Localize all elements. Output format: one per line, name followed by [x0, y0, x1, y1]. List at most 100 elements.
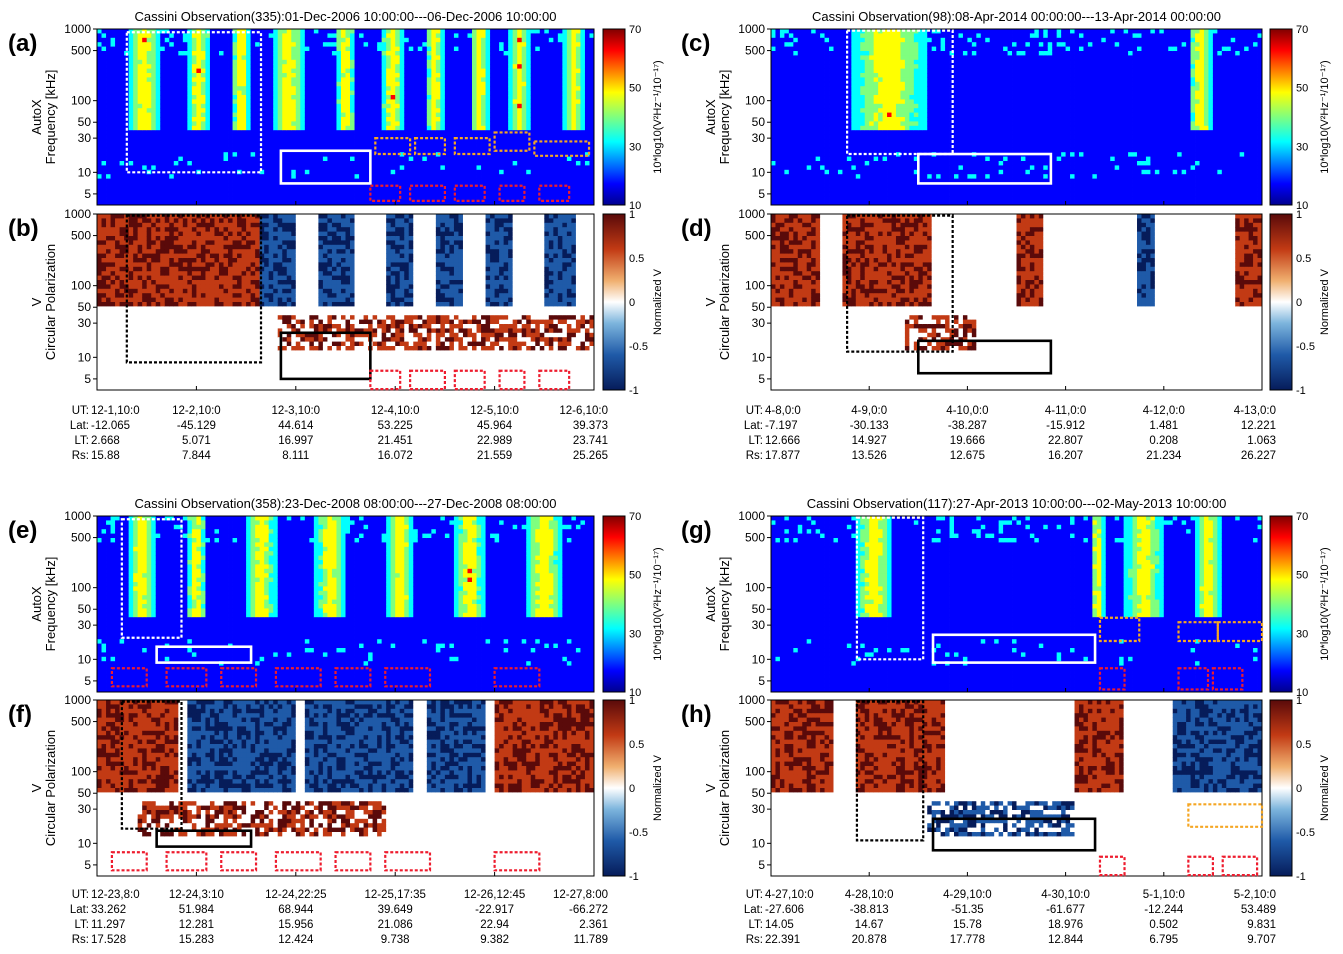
y-axis-label: V	[29, 297, 44, 306]
y-axis-label: AutoX	[29, 586, 44, 622]
ephemeris-value: 9.707	[1247, 934, 1276, 946]
ephemeris-value: 12.844	[1048, 934, 1084, 946]
ephemeris-value: 4-8,0:0	[765, 405, 801, 417]
y-tick-label: 1000	[738, 22, 765, 36]
colorbar-label: 10*log10(V²Hz⁻¹/10⁻¹⁷)	[1319, 547, 1331, 660]
ephemeris-value: 12-1,10:0	[91, 405, 140, 417]
ephemeris-value: 12.221	[1241, 420, 1276, 432]
y-tick-label: 100	[71, 581, 91, 595]
ephemeris-value: 21.559	[477, 450, 512, 462]
ephemeris-value: 12-26,12:45	[464, 889, 525, 901]
y-tick-label: 30	[752, 316, 766, 330]
colorbar-tick: 70	[1296, 511, 1308, 523]
y-tick-label: 5	[758, 858, 765, 872]
y-tick-label: 5	[84, 858, 91, 872]
colorbar-label: Normalized V	[652, 268, 664, 335]
ephemeris-value: 44.614	[278, 420, 314, 432]
ephemeris-value: 1.481	[1149, 420, 1178, 432]
ephemeris-value: 16.207	[1048, 450, 1083, 462]
y-tick-label: 5	[84, 187, 91, 201]
colorbar-tick: 30	[629, 141, 641, 153]
ephemeris-value: 53.489	[1241, 904, 1276, 916]
colorbar-label: Normalized V	[652, 754, 664, 821]
y-tick-label: 100	[745, 94, 765, 108]
ephemeris-value: 22.391	[765, 934, 800, 946]
y-tick-label: 10	[78, 836, 92, 850]
ephemeris-value: 15.956	[278, 919, 313, 931]
ephemeris-value: -12.065	[91, 420, 130, 432]
y-tick-label: 30	[78, 618, 92, 632]
colorbar-tick: 0	[629, 297, 635, 309]
ephemeris-value: 12-6,10:0	[559, 405, 608, 417]
colorbar-label: Normalized V	[1319, 268, 1331, 335]
colorbar-tick: 50	[629, 570, 641, 582]
pol-colorbar-c_d	[1270, 214, 1292, 390]
ephemeris-value: 7.844	[182, 450, 211, 462]
ephemeris-row-label: Rs:	[746, 450, 763, 462]
colorbar-label: Normalized V	[1319, 754, 1331, 821]
ephemeris-value: -45.129	[177, 420, 216, 432]
ephemeris-value: 4-28,10:0	[845, 889, 894, 901]
spectrogram-heatmap	[97, 516, 594, 692]
y-tick-label: 500	[71, 715, 91, 729]
y-tick-label: 5	[84, 674, 91, 688]
pol-colorbar-g_h	[1270, 700, 1292, 876]
ephemeris-value: 39.373	[573, 420, 608, 432]
y-tick-label: 100	[71, 94, 91, 108]
ephemeris-value: 53.225	[378, 420, 413, 432]
y-tick-label: 50	[78, 786, 92, 800]
pol-colorbar-a_b	[603, 214, 625, 390]
ephemeris-value: 15.78	[953, 919, 982, 931]
ephemeris-value: 17.778	[950, 934, 985, 946]
y-tick-label: 10	[752, 652, 766, 666]
y-tick-label: 100	[745, 279, 765, 293]
ephemeris-value: 8.111	[282, 450, 309, 462]
y-tick-label: 50	[752, 115, 766, 129]
y-axis-label: Circular Polarization	[717, 244, 732, 360]
ephemeris-value: -30.133	[850, 420, 889, 432]
ephemeris-value: 12.675	[950, 450, 985, 462]
y-tick-label: 30	[78, 131, 92, 145]
colorbar-tick: -0.5	[1296, 341, 1315, 353]
ephemeris-value: 17.877	[765, 450, 800, 462]
ephemeris-value: 45.964	[477, 420, 513, 432]
colorbar-tick: -0.5	[629, 341, 648, 353]
y-tick-label: 100	[71, 765, 91, 779]
y-tick-label: 30	[78, 316, 92, 330]
ephemeris-value: -66.272	[569, 904, 608, 916]
y-tick-label: 10	[752, 350, 766, 364]
colorbar-tick: 1	[629, 695, 635, 707]
panel-label: (d)	[681, 215, 712, 242]
panel-label: (e)	[8, 517, 37, 544]
ephemeris-value: -27.606	[765, 904, 804, 916]
y-tick-label: 50	[78, 602, 92, 616]
ephemeris-value: 1.063	[1247, 435, 1276, 447]
colorbar-label: 10*log10(V²Hz⁻¹/10⁻¹⁷)	[1319, 60, 1331, 173]
colorbar-tick: 0.5	[629, 739, 644, 751]
spec-colorbar-a_b	[603, 29, 625, 205]
y-axis-label: Frequency [kHz]	[717, 557, 732, 652]
y-tick-label: 50	[752, 786, 766, 800]
y-tick-label: 5	[758, 187, 765, 201]
y-tick-label: 50	[78, 300, 92, 314]
ephemeris-value: 12-24,22:25	[265, 889, 326, 901]
ephemeris-value: 4-11,0:0	[1045, 405, 1086, 417]
ephemeris-row-label: UT:	[746, 405, 763, 417]
colorbar-tick: -1	[629, 385, 639, 397]
ephemeris-value: -22.917	[475, 904, 514, 916]
ephemeris-value: 22.94	[480, 919, 509, 931]
spectrogram-heatmap	[771, 516, 1262, 692]
ephemeris-value: 15.88	[91, 450, 120, 462]
ephemeris-value: 4-10,0:0	[946, 405, 988, 417]
panel-label: (h)	[681, 701, 712, 728]
ephemeris-value: 9.382	[480, 934, 509, 946]
ephemeris-value: 16.072	[378, 450, 413, 462]
y-tick-label: 30	[752, 802, 766, 816]
ephemeris-row-label: LT:	[749, 919, 764, 931]
ephemeris-value: 2.668	[91, 435, 120, 447]
ephemeris-value: -15.912	[1046, 420, 1085, 432]
ephemeris-value: 21.234	[1146, 450, 1182, 462]
ephemeris-value: 23.741	[573, 435, 608, 447]
colorbar-tick: 30	[1296, 628, 1308, 640]
